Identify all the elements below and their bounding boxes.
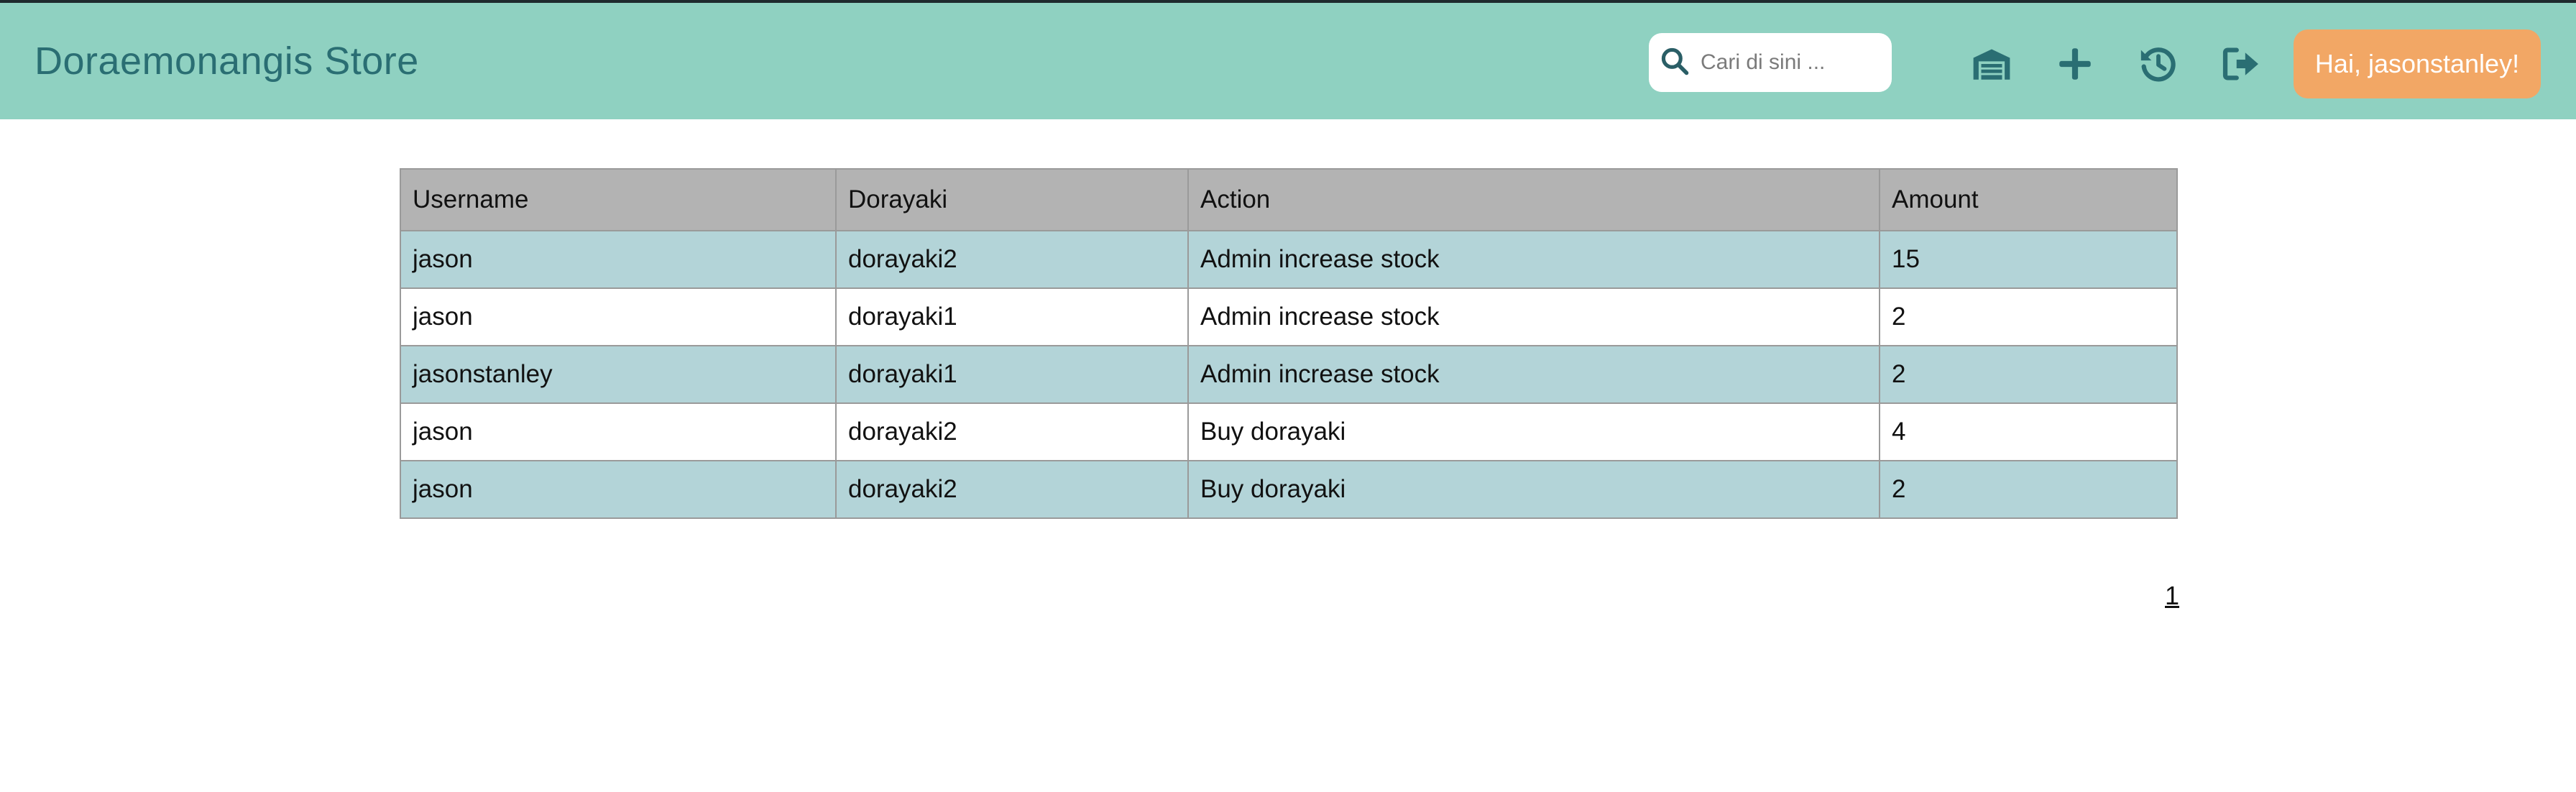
cell-dorayaki: dorayaki2 — [835, 402, 1189, 461]
cell-action: Buy dorayaki — [1187, 402, 1880, 461]
history-table-container: Username Dorayaki Action Amount jason do… — [400, 168, 2178, 519]
cell-action: Admin increase stock — [1187, 287, 1880, 346]
cell-dorayaki: dorayaki1 — [835, 287, 1189, 346]
cell-action: Admin increase stock — [1187, 345, 1880, 404]
history-icon[interactable] — [2136, 42, 2181, 86]
cell-action: Admin increase stock — [1187, 230, 1880, 289]
cell-amount: 2 — [1879, 345, 2178, 404]
cell-amount: 4 — [1879, 402, 2178, 461]
user-greeting-button[interactable]: Hai, jasonstanley! — [2294, 29, 2541, 98]
plus-icon[interactable] — [2053, 42, 2097, 86]
table-header-row: Username Dorayaki Action Amount — [400, 168, 2178, 231]
cell-username: jason — [400, 287, 837, 346]
brand-title[interactable]: Doraemonangis Store — [34, 40, 419, 83]
cell-dorayaki: dorayaki2 — [835, 460, 1189, 519]
cell-amount: 2 — [1879, 287, 2178, 346]
cell-amount: 15 — [1879, 230, 2178, 289]
table-row: jasonstanley dorayaki1 Admin increase st… — [400, 345, 2178, 404]
table-row: jason dorayaki2 Buy dorayaki 2 — [400, 460, 2178, 519]
cell-dorayaki: dorayaki1 — [835, 345, 1189, 404]
search-icon — [1659, 45, 1690, 80]
cell-action: Buy dorayaki — [1187, 460, 1880, 519]
warehouse-icon[interactable] — [1969, 42, 2014, 86]
table-row: jason dorayaki2 Admin increase stock 15 — [400, 230, 2178, 289]
column-header-username: Username — [400, 168, 837, 231]
cell-amount: 2 — [1879, 460, 2178, 519]
top-border — [0, 0, 2576, 3]
table-row: jason dorayaki1 Admin increase stock 2 — [400, 287, 2178, 346]
column-header-amount: Amount — [1879, 168, 2178, 231]
cell-username: jason — [400, 402, 837, 461]
column-header-dorayaki: Dorayaki — [835, 168, 1189, 231]
sign-out-icon[interactable] — [2220, 42, 2264, 86]
cell-username: jason — [400, 460, 837, 519]
pagination-page-link[interactable]: 1 — [2165, 581, 2180, 610]
table-row: jason dorayaki2 Buy dorayaki 4 — [400, 402, 2178, 461]
cell-username: jason — [400, 230, 837, 289]
search-input[interactable] — [1699, 50, 1882, 75]
cell-username: jasonstanley — [400, 345, 837, 404]
navbar: Doraemonangis Store Hai — [0, 3, 2576, 119]
search-box[interactable] — [1649, 33, 1892, 92]
column-header-action: Action — [1187, 168, 1880, 231]
history-table: Username Dorayaki Action Amount jason do… — [400, 168, 2178, 519]
cell-dorayaki: dorayaki2 — [835, 230, 1189, 289]
